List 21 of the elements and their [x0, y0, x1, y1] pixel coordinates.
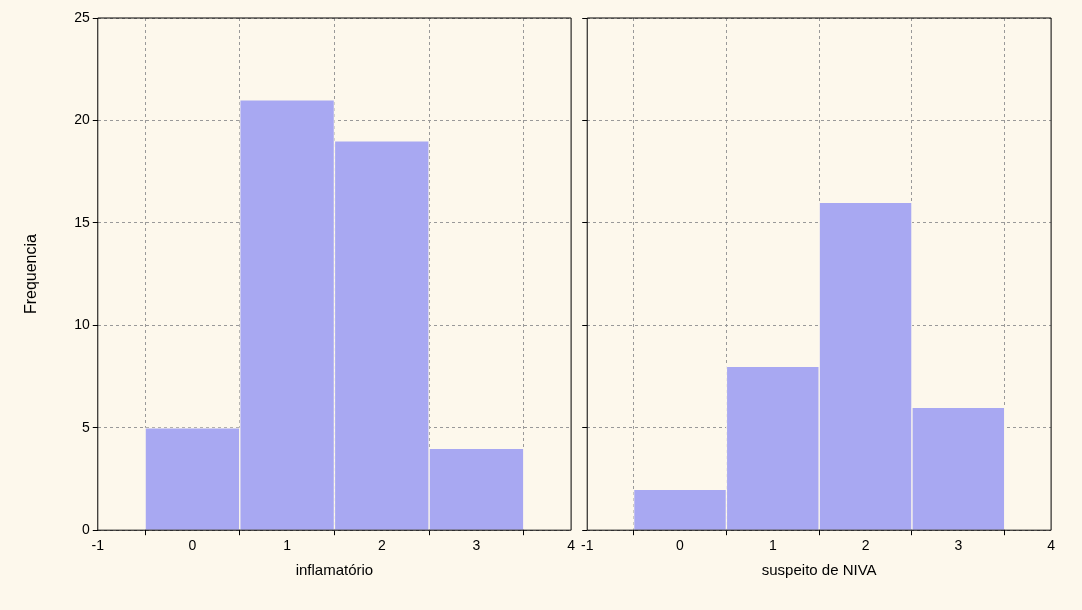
x-tick-label: 4 [1047, 537, 1056, 554]
x-tick-label: 2 [377, 537, 386, 554]
y-tick-label: 10 [74, 316, 90, 333]
x-tick-label: 0 [676, 537, 685, 554]
x-tick-label: 3 [954, 537, 963, 554]
x-tick-label: 4 [567, 537, 576, 554]
x-axis-title: suspeito de NIVA [761, 561, 877, 579]
x-tick-label: 1 [283, 537, 292, 554]
y-tick-label: 5 [81, 418, 90, 435]
y-axis-title: Frequencia [22, 233, 40, 315]
x-tick-label: -1 [581, 537, 594, 554]
x-tick-label: 3 [472, 537, 481, 554]
x-axis-title: inflamatório [295, 561, 374, 579]
y-tick-label: 0 [81, 521, 90, 538]
y-tick-label: 25 [74, 8, 90, 25]
x-tick-label: 2 [861, 537, 870, 554]
x-tick-label: 1 [768, 537, 777, 554]
y-tick-label: 20 [74, 111, 90, 128]
x-tick-label: -1 [91, 537, 105, 554]
y-tick-label: 15 [74, 213, 90, 230]
x-tick-label: 0 [188, 537, 197, 554]
